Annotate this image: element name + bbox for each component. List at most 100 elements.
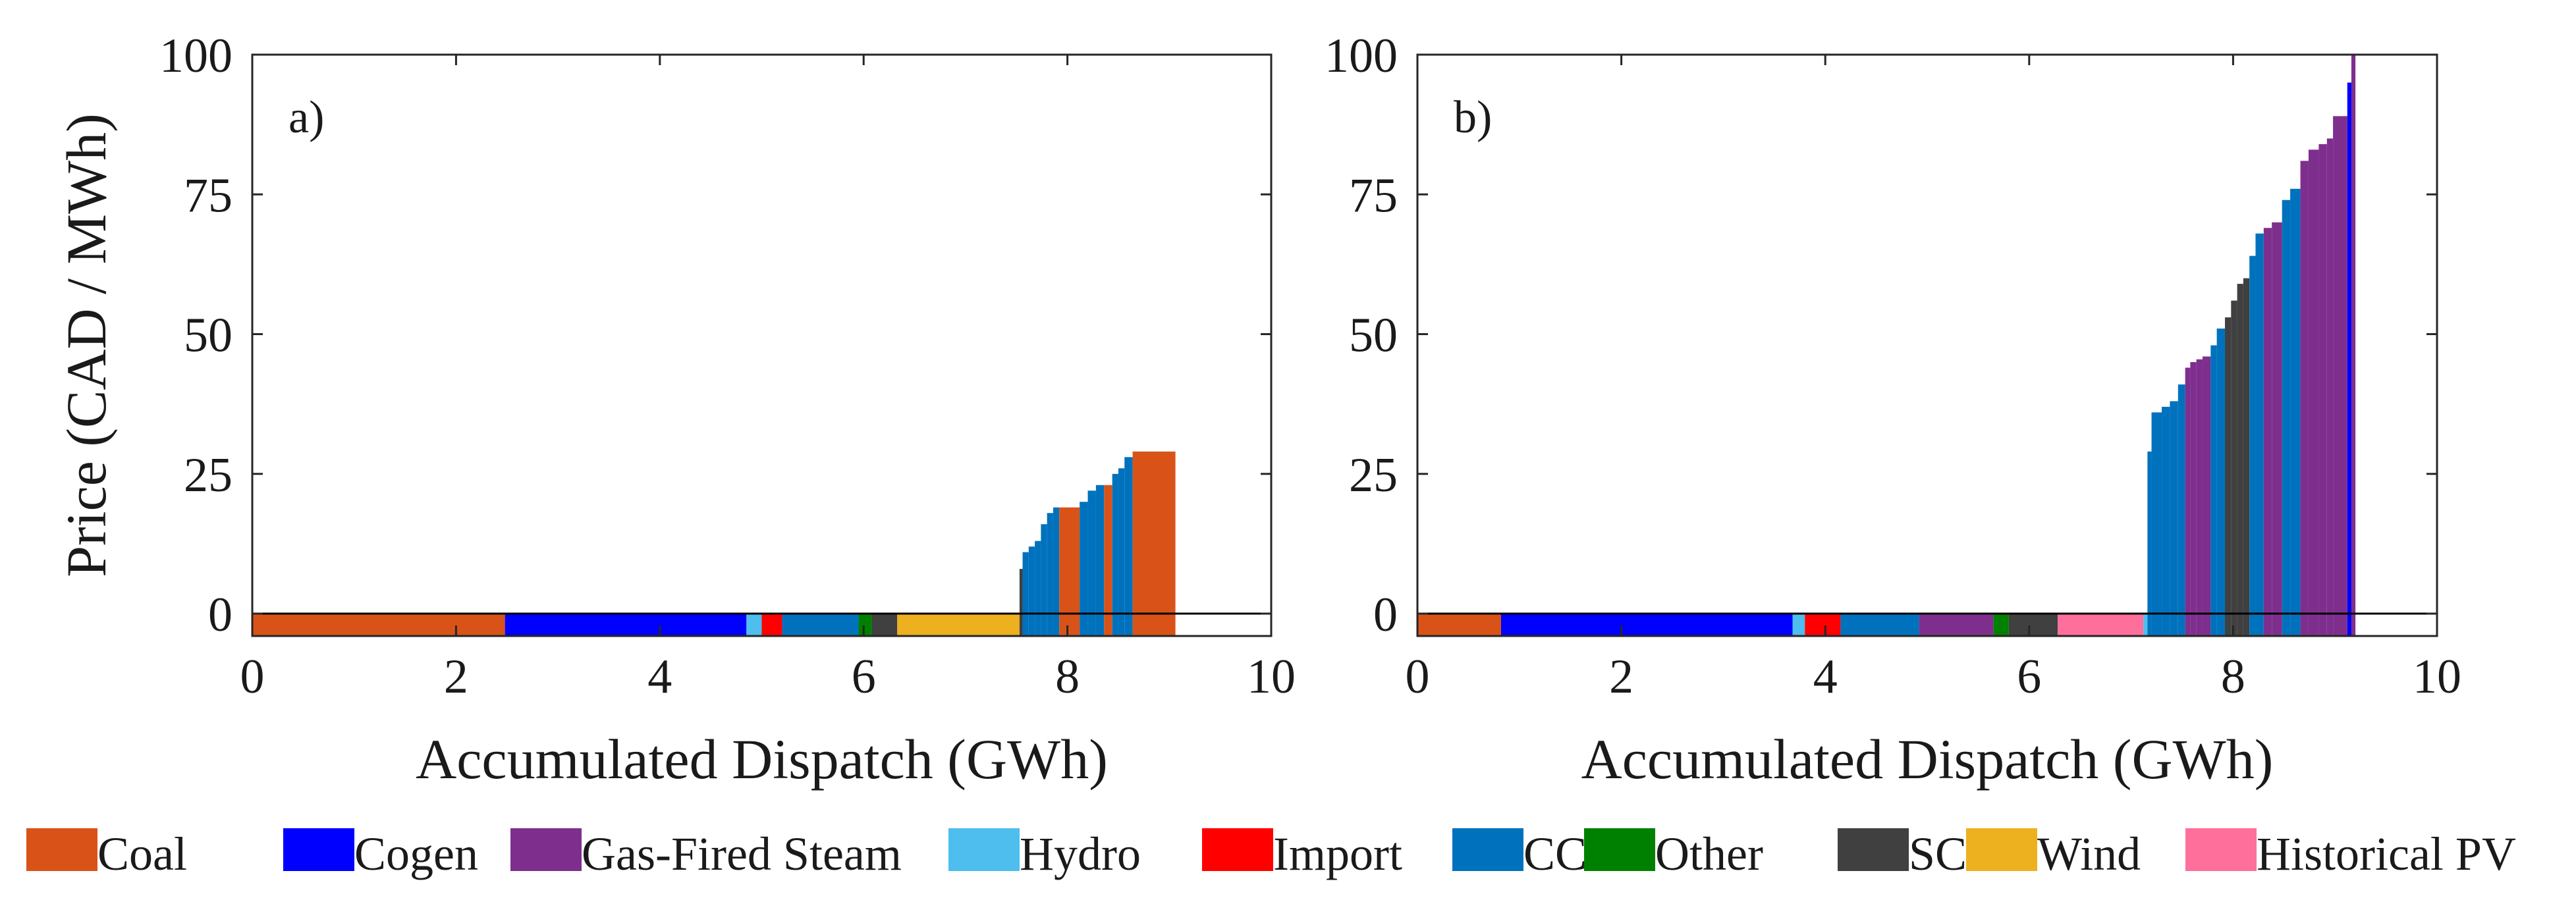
bar-gas_steam-18	[2202, 356, 2211, 636]
bar-cc-14	[1053, 507, 1060, 636]
y-tick-label: 0	[1373, 588, 1398, 642]
legend-swatch-cc	[1452, 828, 1523, 871]
legend-label-import: Import	[1273, 828, 1402, 880]
x-tick-label: 6	[2017, 650, 2041, 704]
bar-cogen-1	[1500, 614, 1793, 636]
bar-cogen-36	[2347, 82, 2351, 636]
legend-swatch-pv	[2185, 828, 2257, 871]
y-axis-title: Price (CAD / MWh)	[55, 113, 118, 577]
bar-cc-10	[1028, 546, 1035, 636]
x-tick-label: 6	[852, 650, 876, 704]
x-tick-label: 8	[1055, 650, 1080, 704]
legend-swatch-other	[1584, 828, 1655, 871]
x-tick-label: 4	[647, 650, 672, 704]
bar-import-3	[761, 614, 782, 636]
legend-label-wind: Wind	[2037, 828, 2141, 880]
y-tick-label: 100	[159, 29, 233, 83]
bar-hydro-9	[2143, 614, 2148, 636]
legend-swatch-sc	[1838, 828, 1909, 871]
bar-gas_steam-17	[2196, 359, 2203, 636]
bar-gas_steam-27	[2263, 228, 2272, 636]
bar-sc-6	[871, 614, 898, 636]
bar-sc-24	[2243, 278, 2250, 636]
legend-swatch-coal	[26, 828, 97, 871]
bar-cc-9	[1022, 552, 1029, 636]
panel-label: b)	[1454, 92, 1492, 143]
legend-label-cogen: Cogen	[354, 828, 478, 880]
bar-import-3	[1805, 614, 1841, 636]
x-axis-title: Accumulated Dispatch (GWh)	[416, 728, 1108, 791]
axes-box	[1416, 53, 2438, 637]
bar-other-5	[858, 614, 872, 636]
y-tick-label: 75	[184, 169, 233, 223]
legend-label-cc: CC	[1523, 828, 1587, 880]
y-tick-label: 50	[184, 309, 233, 363]
legend-swatch-gas_steam	[510, 828, 582, 871]
legend-swatch-hydro	[948, 828, 1020, 871]
bar-cc-4	[782, 614, 859, 636]
bar-coal-15	[1059, 507, 1080, 636]
bar-wind-7	[897, 614, 1020, 636]
bar-cc-17	[1087, 490, 1096, 636]
bar-gas_steam-33	[2318, 144, 2327, 637]
bar-cc-13	[2170, 401, 2178, 636]
bar-hydro-2	[746, 614, 762, 636]
legend: Coal Cogen Gas-Fired Steam Hydro Import CC Oth…	[26, 828, 2516, 880]
bar-sc-22	[2231, 300, 2237, 636]
x-tick-label: 10	[1247, 650, 1296, 704]
bar-cc-14	[2178, 384, 2185, 636]
bar-cc-20	[2216, 329, 2226, 636]
bar-cc-4	[1840, 614, 1919, 636]
y-tick-label: 75	[1349, 169, 1398, 223]
x-axis-title: Accumulated Dispatch (GWh)	[1581, 728, 2274, 791]
bar-cc-21	[1118, 468, 1125, 636]
x-tick-label: 8	[2221, 650, 2245, 704]
bar-cc-12	[2162, 406, 2170, 636]
bar-gas_steam-15	[2185, 367, 2191, 636]
bar-coal-19	[1104, 485, 1112, 636]
legend-label-gas_steam: Gas-Fired Steam	[582, 828, 902, 880]
bar-cogen-1	[505, 614, 747, 636]
legend-label-other: Other	[1655, 828, 1763, 880]
legend-label-hydro: Hydro	[1020, 828, 1141, 880]
legend-swatch-wind	[1966, 828, 2037, 871]
legend-swatch-cogen	[283, 828, 354, 871]
panel-label: a)	[288, 92, 324, 143]
bar-cc-25	[2249, 255, 2256, 636]
bar-cc-11	[2151, 412, 2162, 636]
x-tick-label: 10	[2413, 650, 2461, 704]
bar-cc-20	[1112, 473, 1118, 636]
bar-hydro-2	[1792, 614, 1805, 636]
x-tick-label: 0	[1406, 650, 1430, 704]
bar-sc-8	[1019, 569, 1023, 636]
bar-gas_steam-32	[2308, 149, 2319, 637]
bar-sc-23	[2237, 284, 2243, 636]
y-tick-label: 50	[1349, 309, 1398, 363]
legend-swatch-import	[1202, 828, 1273, 871]
bar-sc-21	[2225, 317, 2232, 636]
bar-gas_steam-16	[2190, 361, 2197, 636]
y-tick-label: 25	[1349, 448, 1398, 502]
bar-coal-0	[252, 614, 505, 636]
axes-box	[251, 53, 1273, 637]
legend-label-pv: Historical PV	[2257, 828, 2516, 880]
y-tick-label: 25	[184, 448, 233, 502]
bar-coal-0	[1417, 614, 1501, 636]
bar-sc-7	[2008, 614, 2058, 636]
bar-gas_steam-5	[1919, 614, 1994, 636]
bar-cc-18	[1095, 485, 1105, 636]
bar-cc-12	[1041, 524, 1047, 636]
legend-label-coal: Coal	[97, 828, 187, 880]
bar-other-6	[1993, 614, 2009, 636]
bar-cc-11	[1035, 541, 1041, 636]
bar-gas_steam-28	[2272, 222, 2282, 637]
bar-cc-19	[2210, 345, 2217, 636]
bar-gas_steam-37	[2351, 55, 2356, 636]
bar-pv-8	[2058, 614, 2144, 636]
y-tick-label: 100	[1325, 29, 1398, 83]
bar-cc-29	[2282, 199, 2291, 636]
bar-gas_steam-34	[2326, 138, 2334, 637]
